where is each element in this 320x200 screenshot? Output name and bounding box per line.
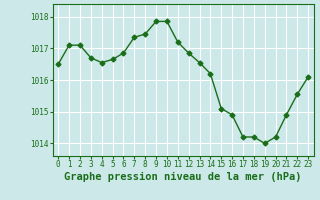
X-axis label: Graphe pression niveau de la mer (hPa): Graphe pression niveau de la mer (hPa)	[64, 172, 302, 182]
